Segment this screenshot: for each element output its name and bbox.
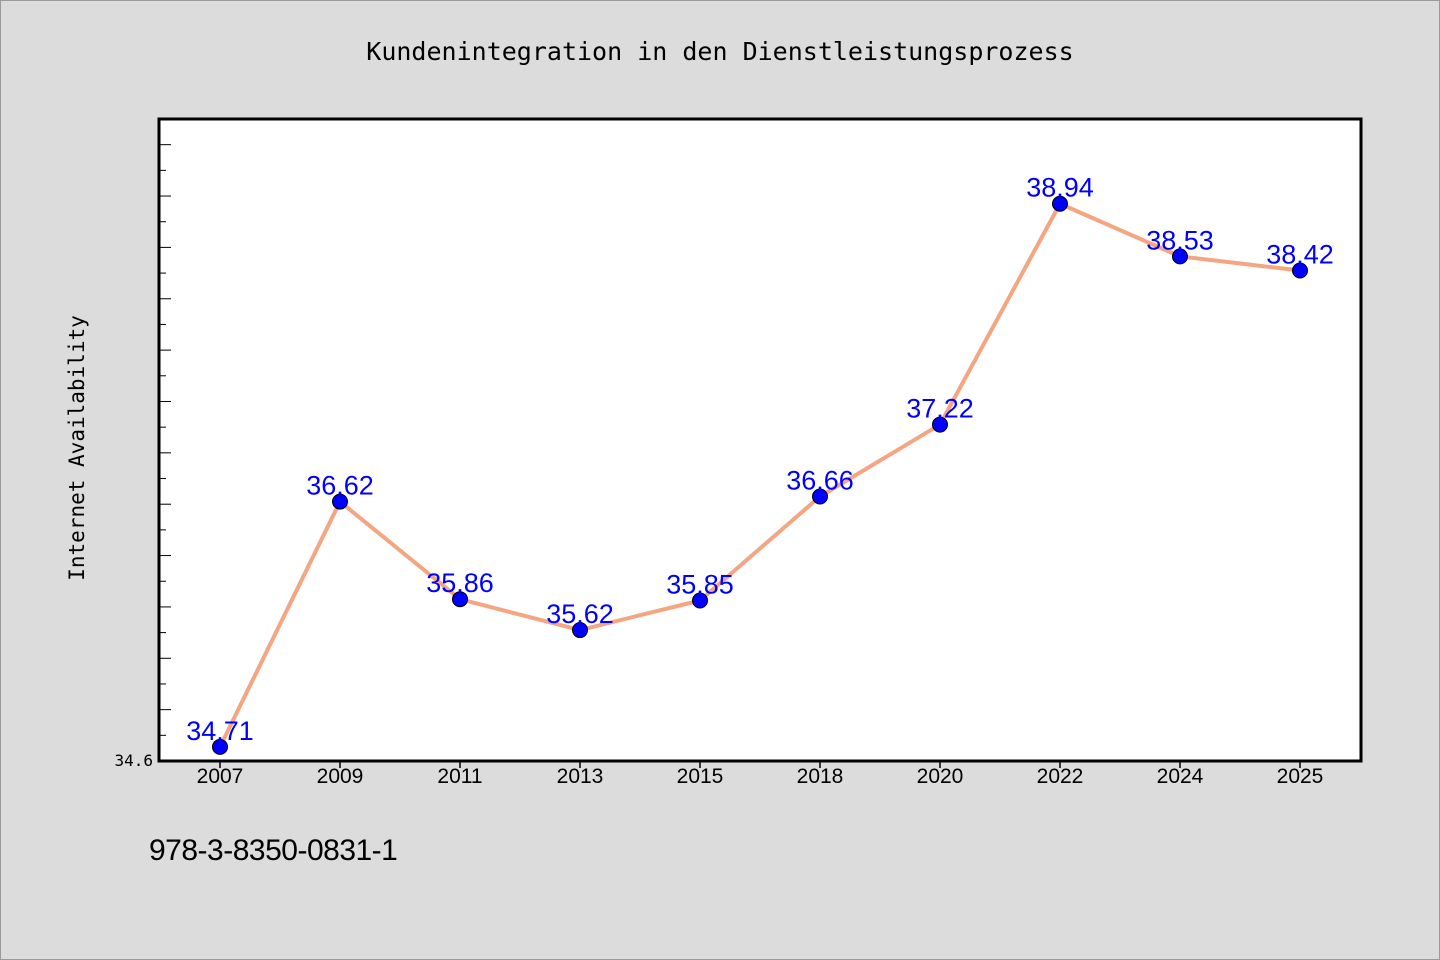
data-label: 35.85: [666, 570, 734, 600]
data-label: 35.62: [546, 599, 614, 629]
x-tick-label: 2013: [557, 765, 604, 788]
data-point: [332, 493, 348, 510]
x-tick-label: 2015: [677, 765, 724, 788]
y-axis-ticks: [159, 144, 171, 736]
isbn-text: 978-3-8350-0831-1: [149, 834, 398, 867]
data-label: 36.66: [786, 465, 854, 495]
data-point: [1292, 262, 1308, 279]
x-tick-label: 2018: [797, 765, 844, 788]
y-axis-label: Internet Availability: [65, 315, 89, 581]
plot-area: [157, 117, 1363, 763]
x-tick-label: 2011: [437, 765, 482, 788]
data-label: 36.62: [306, 471, 374, 501]
data-labels: 34.71 36.62 35.86 35.62 35.85 36.66 37.22 38.94…: [186, 173, 1334, 746]
data-label: 38.94: [1026, 173, 1094, 203]
data-label: 34.71: [186, 716, 254, 746]
data-point: [932, 416, 948, 433]
x-tick-label: 2020: [917, 765, 964, 788]
x-tick-label: 2007: [197, 765, 244, 788]
series-group: [212, 195, 1308, 755]
data-point: [692, 592, 708, 609]
x-tick-label: 2009: [317, 765, 364, 788]
data-point: [1052, 195, 1068, 212]
data-point: [1172, 248, 1188, 265]
x-tick-label: 2024: [1157, 765, 1204, 788]
x-axis-ticks: [219, 761, 1301, 768]
data-point: [212, 738, 228, 755]
data-label: 38.53: [1146, 225, 1214, 255]
x-axis-tick-labels: 2007 2009 2011 2013 2015 2018 2020 2022 2024 2025: [197, 765, 1324, 788]
y-tick-label: 34.6: [114, 751, 153, 770]
data-label: 38.42: [1266, 240, 1334, 270]
series-line: [218, 201, 1301, 748]
x-tick-label: 2022: [1037, 765, 1084, 788]
y-axis-tick-labels: 34.6: [114, 751, 153, 770]
data-point: [452, 591, 468, 608]
data-point: [812, 488, 828, 505]
x-tick-label: 2025: [1277, 765, 1324, 788]
data-point: [572, 622, 588, 639]
data-label: 37.22: [906, 394, 974, 424]
chart-title: Kundenintegration in den Dienstleistungs…: [366, 37, 1073, 66]
data-label: 35.86: [426, 568, 494, 598]
